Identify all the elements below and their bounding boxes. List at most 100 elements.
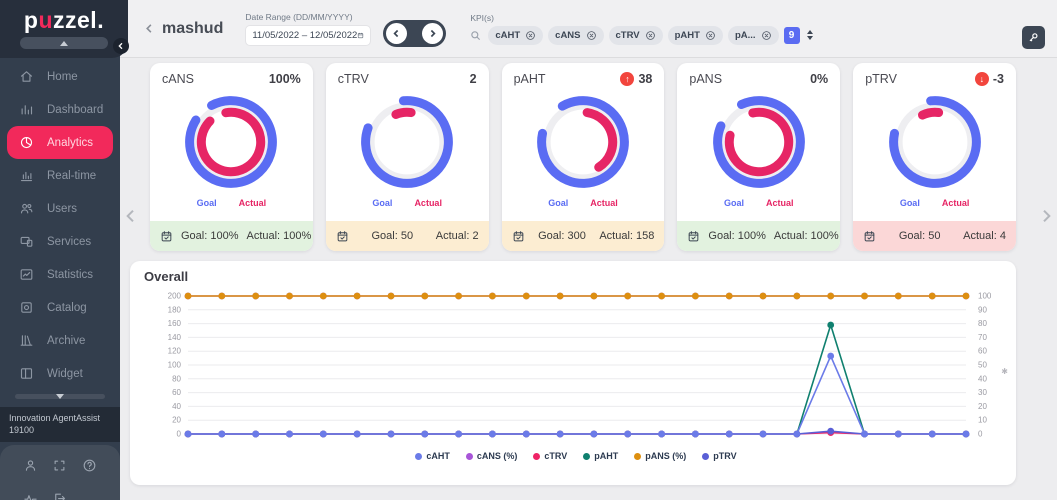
sidebar-item-users[interactable]: Users — [0, 192, 120, 225]
card-header: cTRV 2 — [326, 63, 489, 88]
remove-tag-icon[interactable] — [586, 30, 597, 41]
goal-actual-donut — [853, 88, 1016, 196]
legend-item-paht[interactable]: pAHT — [583, 451, 618, 461]
next-period-button[interactable] — [422, 22, 444, 44]
kpi-filter-input[interactable]: cAHT cANS cTRV pAHT pA... 9 — [470, 25, 813, 45]
kpi-tag-caht[interactable]: cAHT — [488, 25, 544, 45]
legend-dot — [533, 452, 541, 460]
sidebar-item-label: Statistics — [47, 268, 94, 281]
card-title: pTRV — [865, 72, 897, 86]
sidebar-nav: Home Dashboard Analytics Real-time Users Serv… — [0, 60, 120, 390]
remove-tag-icon[interactable] — [525, 30, 536, 41]
kpi-tag-pa[interactable]: pA... — [727, 25, 779, 45]
legend-item-caht[interactable]: cAHT — [415, 451, 450, 461]
trend-down-icon: ↓ — [974, 72, 989, 86]
legend-item-cans[interactable]: cANS (%) — [465, 451, 518, 461]
remove-tag-icon[interactable] — [705, 30, 716, 41]
api-key-button[interactable] — [1022, 26, 1045, 49]
svg-text:10: 10 — [978, 416, 987, 425]
catalog-icon — [19, 300, 34, 315]
legend-item-pans[interactable]: pANS (%) — [634, 451, 686, 461]
sidebar-item-label: Archive — [47, 334, 86, 347]
legend-item-ctrv[interactable]: cTRV — [533, 451, 567, 461]
calendar-check-icon — [512, 230, 525, 243]
back-button[interactable] — [144, 23, 155, 34]
svg-text:0: 0 — [978, 430, 983, 439]
fullscreen-button[interactable] — [52, 458, 67, 473]
kpi-tag-label: cANS — [555, 29, 581, 41]
sidebar-item-statistics[interactable]: Statistics — [0, 258, 120, 291]
remove-tag-icon[interactable] — [761, 30, 772, 41]
remove-tag-icon[interactable] — [645, 30, 656, 41]
kpi-card-ctrv: cTRV 2 Goal Actual Goal: 50 Actual: 2 — [325, 63, 489, 251]
svg-text:60: 60 — [978, 347, 987, 356]
sidebar-toggle-button[interactable] — [113, 38, 129, 54]
realtime-icon — [19, 168, 34, 183]
sidebar-item-realtime[interactable]: Real-time — [0, 159, 120, 192]
goal-legend-label: Goal — [899, 198, 920, 208]
pulse-icon — [23, 491, 38, 500]
kpi-filter-group: KPI(s) cAHT cANS cTRV pAHT pA... 9 — [470, 13, 813, 45]
date-range-input[interactable]: 11/05/2022 – 12/05/2022 — [245, 24, 372, 46]
sidebar-item-home[interactable]: Home — [0, 60, 120, 93]
overall-line-chart: 0 20 40 60 80 100 120 140 160 180 200 0 10 20 30 40 50 60… — [168, 292, 992, 439]
logout-icon — [52, 491, 67, 500]
legend-label: pANS (%) — [645, 451, 687, 461]
calendar-check-icon — [336, 230, 349, 243]
goal-value-text: Goal: 50 — [371, 230, 414, 242]
kpi-tag-paht[interactable]: pAHT — [667, 25, 723, 45]
date-pager — [383, 19, 447, 47]
activity-button[interactable] — [23, 491, 38, 500]
goal-legend-label: Goal — [548, 198, 569, 208]
goal-value-text: Goal: 50 — [898, 230, 941, 242]
card-footer: Goal: 50 Actual: 2 — [325, 221, 489, 251]
widget-icon — [19, 366, 34, 381]
goal-value-text: Goal: 300 — [538, 230, 586, 242]
sidebar-item-label: Catalog — [47, 301, 87, 314]
carousel-right-button[interactable] — [1038, 204, 1054, 228]
analytics-icon — [19, 135, 34, 150]
nav-expand-pill[interactable] — [15, 394, 105, 399]
trend-up-icon: ↑ — [620, 72, 635, 86]
legend-dot — [465, 452, 473, 460]
kpi-card-paht: pAHT ↑ 38 Goal Actual Goal: 300 Actual: 158 — [501, 63, 665, 251]
legend-label: pTRV — [713, 451, 737, 461]
sidebar-item-label: Widget — [47, 367, 83, 380]
kpi-tag-ctrv[interactable]: cTRV — [608, 25, 663, 45]
card-title: pAHT — [513, 72, 546, 86]
legend-item-ptrv[interactable]: pTRV — [702, 451, 737, 461]
account-name: Innovation AgentAssist — [9, 413, 101, 423]
key-icon — [1029, 33, 1038, 42]
chevron-right-icon — [431, 29, 436, 37]
help-button[interactable] — [82, 458, 97, 473]
logo-collapse-pill[interactable] — [20, 37, 108, 49]
sidebar-item-dashboard[interactable]: Dashboard — [0, 93, 120, 126]
actual-legend-label: Actual — [941, 198, 970, 208]
svg-text:40: 40 — [172, 402, 181, 411]
sidebar-item-catalog[interactable]: Catalog — [0, 291, 120, 324]
kpi-tag-cans[interactable]: cANS — [548, 25, 604, 45]
donut-legend: Goal Actual — [502, 198, 665, 208]
svg-text:90: 90 — [978, 305, 987, 314]
sidebar-item-analytics[interactable]: Analytics — [7, 126, 113, 159]
actual-value-text: Actual: 100% — [773, 230, 839, 242]
svg-text:70: 70 — [978, 333, 987, 342]
svg-text:140: 140 — [168, 333, 182, 342]
calendar-check-icon — [863, 230, 876, 243]
previous-period-button[interactable] — [386, 22, 408, 44]
logo-accent-letter: u — [38, 7, 54, 33]
axis-resize-icon[interactable]: ✱ — [1001, 367, 1008, 376]
sidebar-item-services[interactable]: Services — [0, 225, 120, 258]
profile-button[interactable] — [23, 458, 38, 473]
logout-button[interactable] — [52, 491, 67, 500]
date-range-value: 11/05/2022 – 12/05/2022 — [252, 29, 358, 41]
sidebar-item-widget[interactable]: Widget — [0, 357, 120, 390]
carousel-left-button[interactable] — [123, 204, 139, 228]
sort-arrows-icon[interactable] — [806, 30, 813, 40]
legend-label: cANS (%) — [476, 451, 518, 461]
svg-text:100: 100 — [168, 361, 182, 370]
svg-text:120: 120 — [168, 347, 182, 356]
legend-label: cTRV — [544, 451, 568, 461]
sidebar-item-archive[interactable]: Archive — [0, 324, 120, 357]
kpi-count-badge[interactable]: 9 — [783, 26, 800, 44]
